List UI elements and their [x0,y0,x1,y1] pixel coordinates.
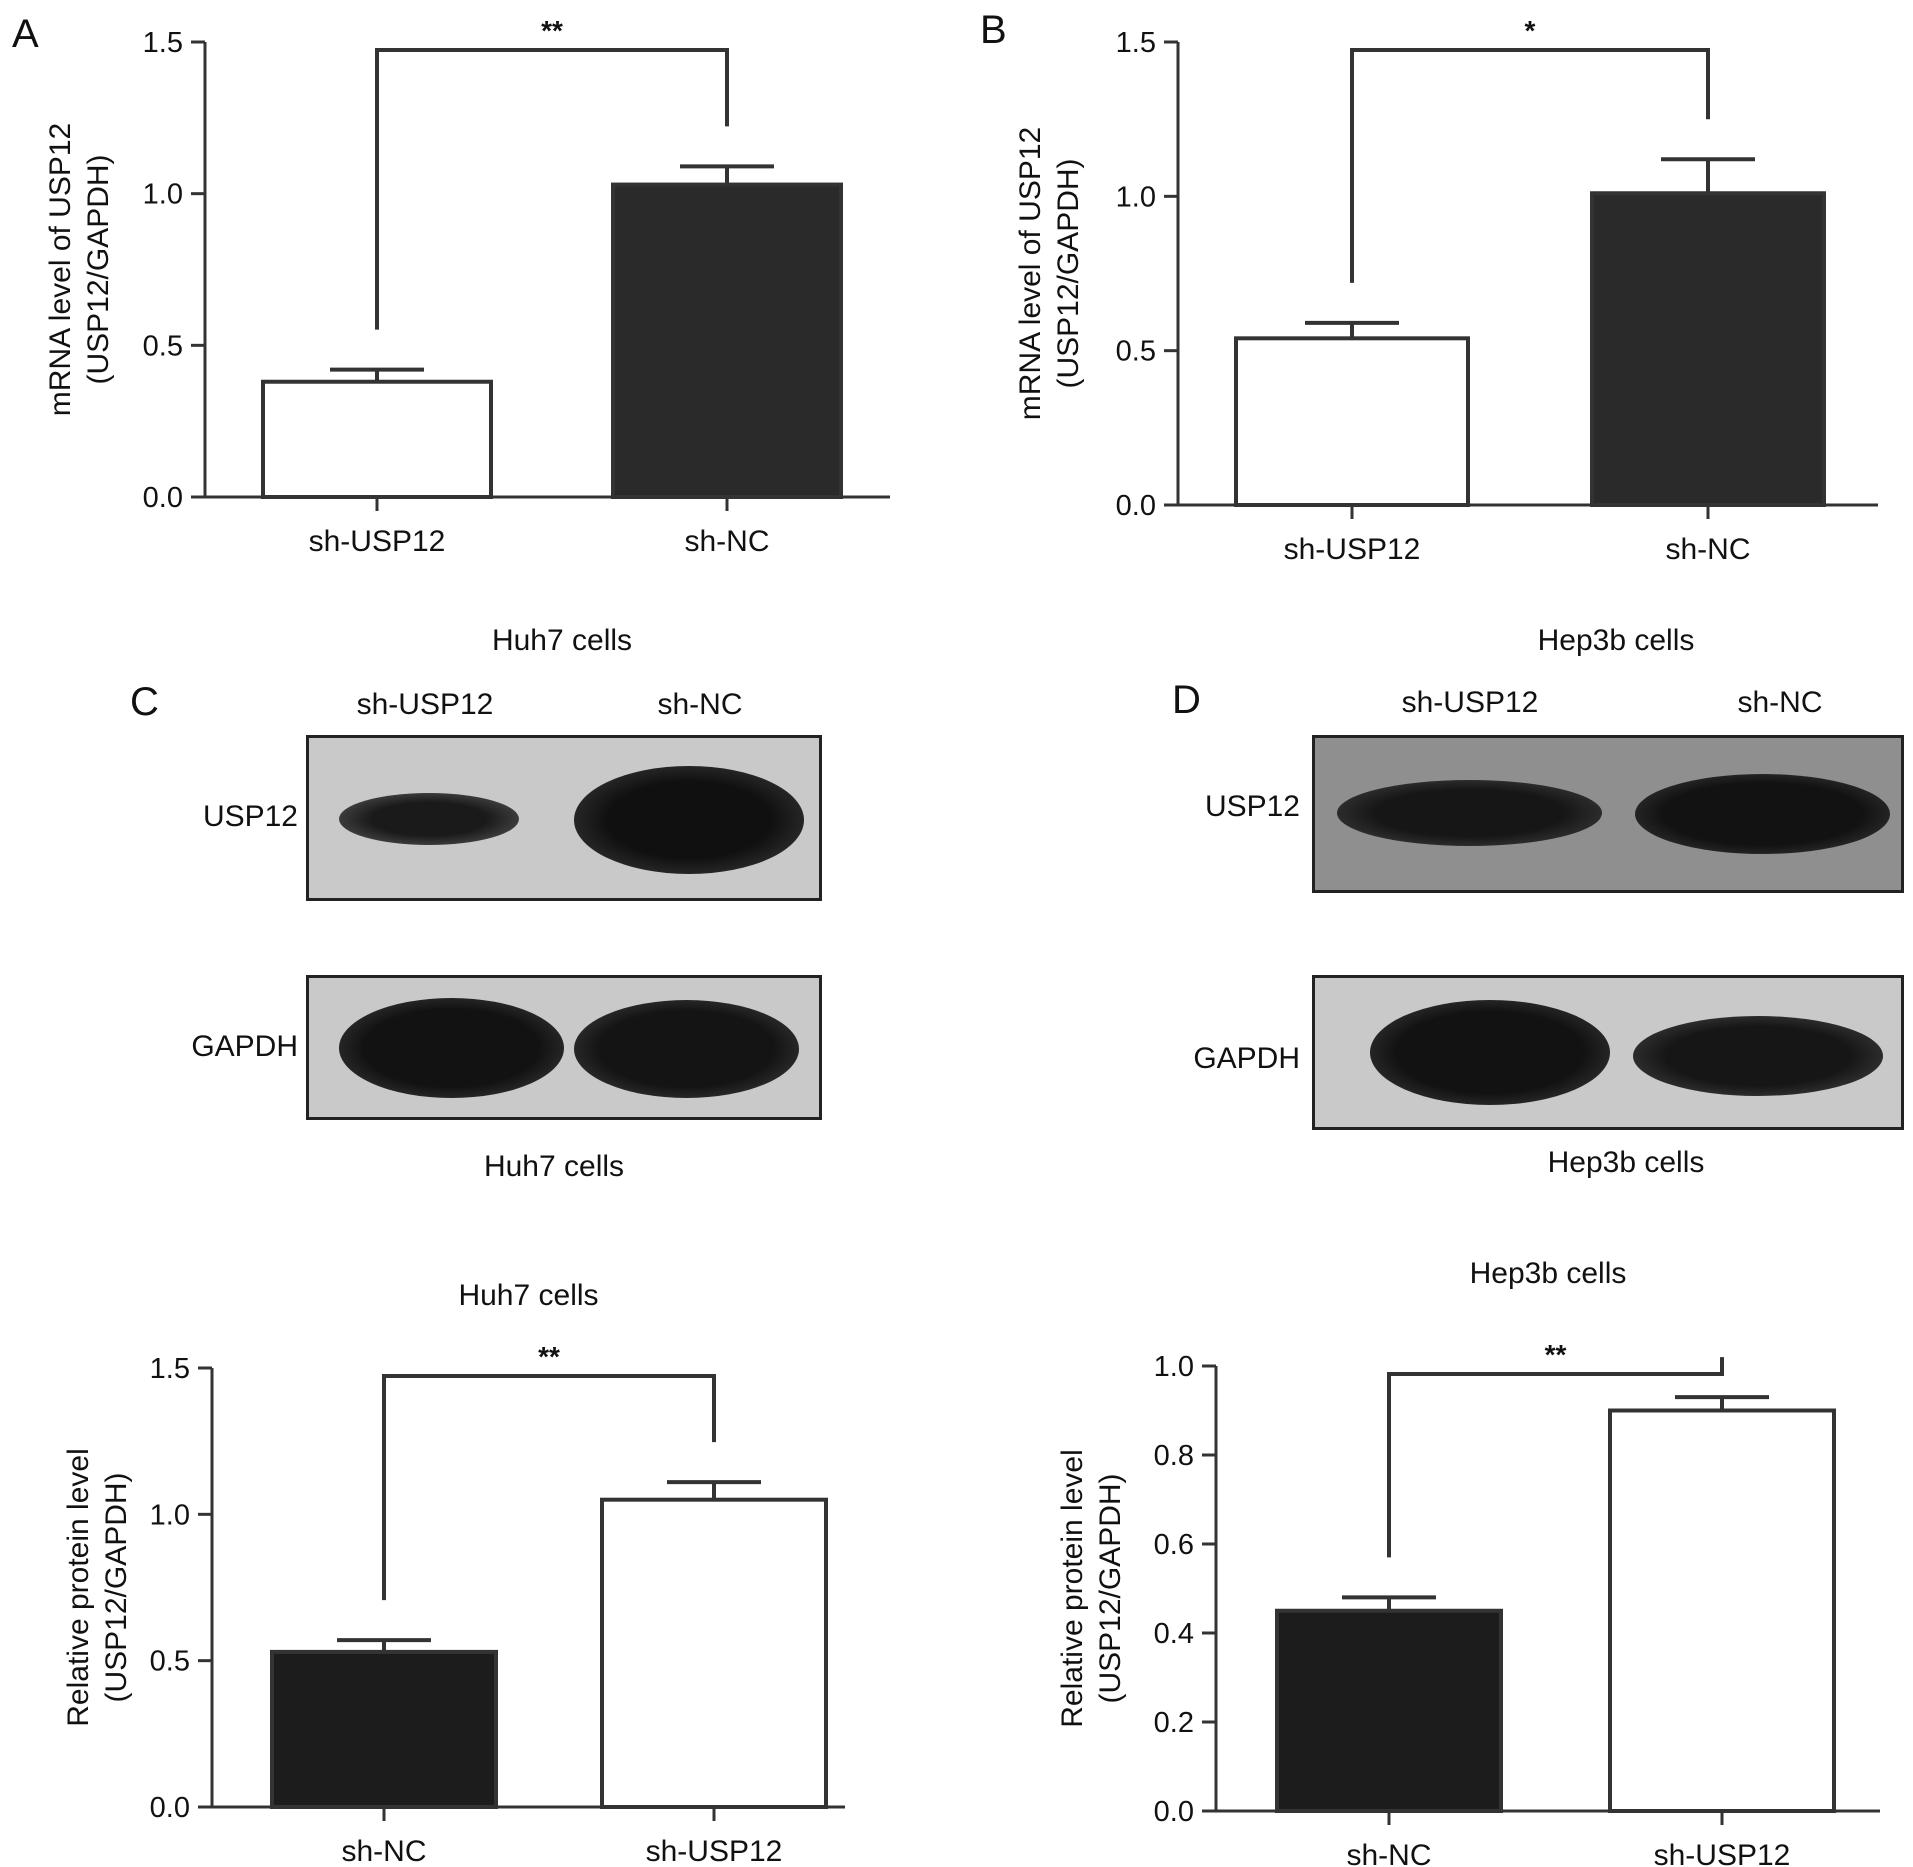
chart-b-xtick-label-1: sh-NC [1665,533,1750,566]
chart-a-bar-0 [261,379,493,500]
blot-c-gapdh-membrane [306,975,822,1120]
chart-a-xtick-label-0: sh-USP12 [309,525,446,558]
chart-b-significance-bracket [1350,48,1710,283]
blot-d-usp12-membrane [1312,735,1904,893]
chart-a-bar-1 [611,182,843,499]
blot-c-row-gapdh: GAPDH [191,1030,298,1063]
chart-d-xtick-label-1: sh-USP12 [1654,1839,1791,1867]
blot-c-gapdh-band-2 [574,1000,799,1098]
chart-a-significance-label: ** [541,15,563,46]
chart-b-bar-0 [1234,336,1470,507]
panel-letter-c: C [130,680,159,724]
chart-c-significance-label: ** [538,1341,560,1372]
blot-c-lane-2: sh-NC [657,688,743,721]
panel-letter-a: A [12,12,39,56]
chart-d-ylabel-1: (USP12/GAPDH) [1094,1473,1127,1703]
chart-c-xtick-label-1: sh-USP12 [646,1835,783,1867]
chart-d-significance-label: ** [1545,1339,1567,1370]
chart-b-xtick-label-0: sh-USP12 [1284,533,1421,566]
chart-b-ytick-label-2: 1.0 [1116,181,1156,213]
chart-a-ytick-label-1: 0.5 [143,330,183,362]
chart-d-ytick-label-5: 1.0 [1154,1351,1194,1383]
chart-a-ytick-label-0: 0.0 [143,482,183,514]
chart-a-significance-bracket [375,48,729,330]
blot-d-gapdh-band-2 [1633,1016,1883,1096]
panel-letter-b: B [980,8,1007,52]
chart-a-ylabel-0: mRNA level of USP12 [44,123,77,416]
chart-c-ylabel-1: (USP12/GAPDH) [100,1472,133,1702]
blot-d-usp12-band-2 [1635,774,1890,854]
blot-c-usp12-membrane [306,735,822,901]
chart-d-ytick-label-4: 0.8 [1154,1440,1194,1472]
chart-a-ytick-label-2: 1.0 [143,179,183,211]
chart-d-ytick-label-0: 0.0 [1154,1796,1194,1828]
blot-d-row-gapdh: GAPDH [1193,1042,1300,1075]
chart-c-title: Huh7 cells [458,1279,598,1312]
chart-a-ylabel-1: (USP12/GAPDH) [82,154,115,384]
blot-d-lane-1: sh-USP12 [1401,686,1539,719]
chart-c-bar-0 [270,1649,498,1810]
chart-d-bar-1 [1608,1408,1836,1813]
chart-d-ytick-label-2: 0.4 [1154,1618,1194,1650]
blot-c-caption: Huh7 cells [483,1150,625,1183]
blot-c-usp12-band-2 [574,766,804,874]
chart-d-ytick-label-3: 0.6 [1154,1529,1194,1561]
chart-a-xtick-label-1: sh-NC [684,525,769,558]
chart-b-ylabel-0: mRNA level of USP12 [1014,127,1047,420]
blot-d-title: Hep3b cells [1537,624,1695,657]
blot-c-gapdh-band-1 [339,998,564,1098]
chart-b-bar-1 [1590,191,1826,507]
chart-b-significance-label: * [1525,15,1536,46]
blot-d-lane-2: sh-NC [1737,686,1823,719]
chart-d-ytick-label-1: 0.2 [1154,1707,1194,1739]
chart-a-ytick-label-3: 1.5 [143,27,183,59]
blot-d-gapdh-band-1 [1370,1000,1610,1105]
chart-c-significance-bracket [382,1374,716,1601]
chart-d-significance-bracket [1387,1357,1724,1558]
blot-d-usp12-band-1 [1337,780,1602,846]
chart-c-bar-1 [600,1497,828,1809]
chart-b-ytick-label-3: 1.5 [1116,27,1156,59]
blot-c-usp12-band-1 [339,793,519,845]
blot-c-lane-1: sh-USP12 [356,688,494,721]
blot-c-title: Huh7 cells [491,624,633,657]
chart-d-xtick-label-0: sh-NC [1346,1839,1431,1867]
blot-d-row-usp12: USP12 [1204,790,1300,823]
chart-c-xtick-label-0: sh-NC [341,1835,426,1867]
chart-d-ylabel-0: Relative protein level [1056,1449,1089,1727]
blot-c-row-usp12: USP12 [202,800,298,833]
chart-c-ytick-label-0: 0.0 [150,1792,190,1824]
panel-letter-d: D [1172,678,1201,722]
chart-b-ytick-label-1: 0.5 [1116,336,1156,368]
chart-b-ylabel-1: (USP12/GAPDH) [1052,158,1085,388]
chart-d-bar-0 [1275,1608,1503,1813]
chart-d-title: Hep3b cells [1470,1257,1627,1290]
chart-c-ytick-label-3: 1.5 [150,1353,190,1385]
blot-d-gapdh-membrane [1312,975,1904,1130]
chart-c-ytick-label-1: 0.5 [150,1646,190,1678]
chart-c-ylabel-0: Relative protein level [62,1448,95,1726]
blot-d-caption: Hep3b cells [1547,1146,1705,1179]
chart-b-ytick-label-0: 0.0 [1116,490,1156,522]
chart-c-ytick-label-2: 1.0 [150,1499,190,1531]
